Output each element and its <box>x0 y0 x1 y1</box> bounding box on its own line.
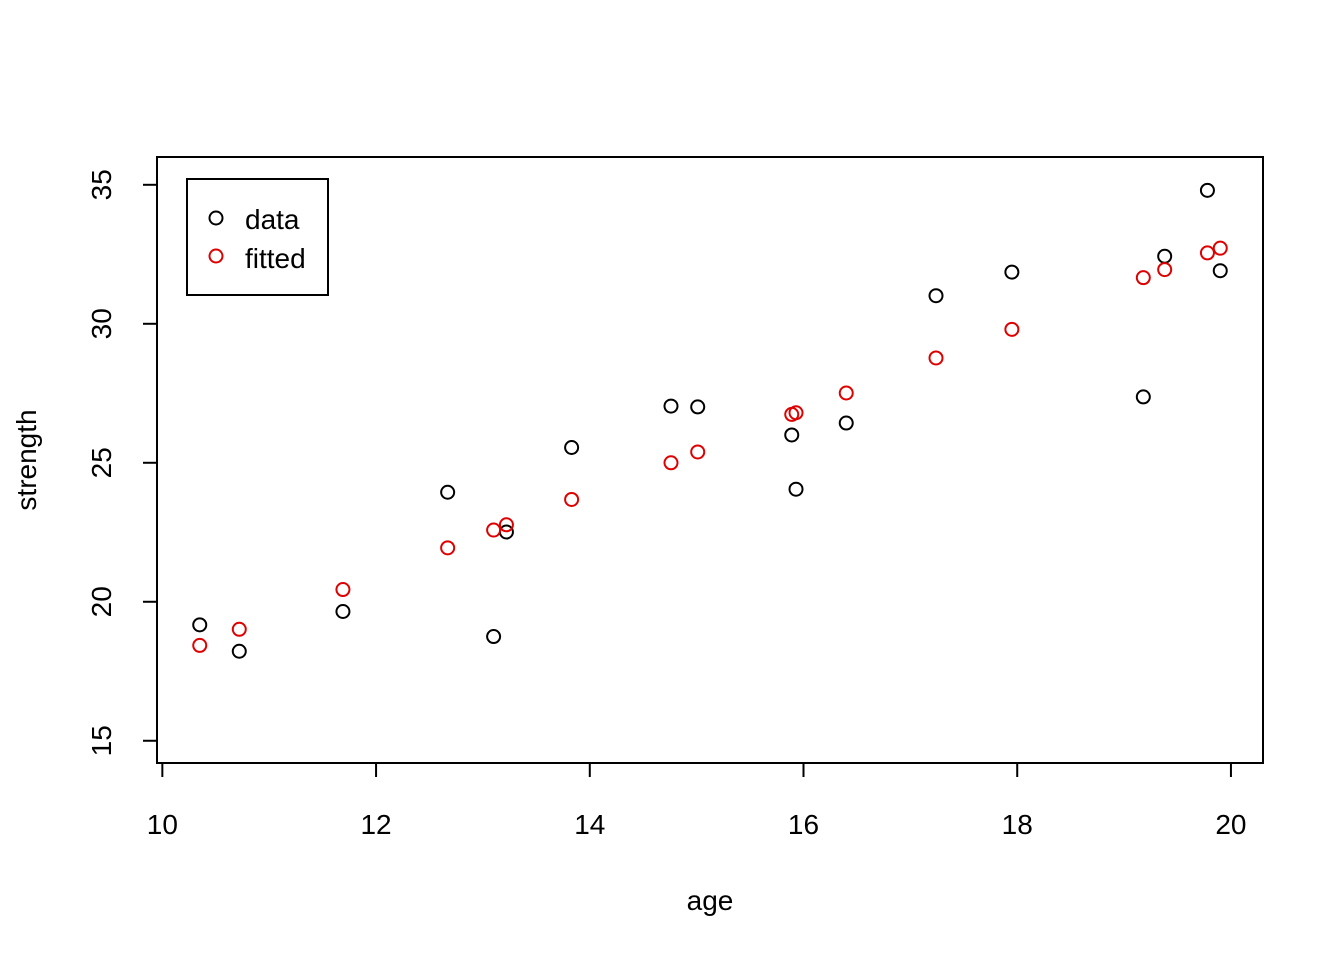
point-data <box>788 481 804 497</box>
point-fitted <box>928 350 944 366</box>
point-fitted <box>1157 262 1173 278</box>
point-data <box>1212 263 1228 279</box>
x-tick-label: 20 <box>1215 809 1246 840</box>
point-data <box>192 617 208 633</box>
point-data <box>838 415 854 431</box>
legend-marker-fitted <box>208 248 224 264</box>
x-tick-label: 18 <box>1002 809 1033 840</box>
point-data <box>440 484 456 500</box>
point-fitted <box>1135 270 1151 286</box>
point-data <box>1157 248 1173 264</box>
point-data <box>335 604 351 619</box>
point-data <box>486 629 502 645</box>
point-fitted <box>1212 240 1228 256</box>
x-tick-label: 10 <box>147 809 178 840</box>
point-fitted <box>498 517 514 533</box>
point-data <box>690 399 706 415</box>
y-tick-label: 20 <box>86 586 117 617</box>
legend-label-fitted: fitted <box>245 243 306 274</box>
legend-box <box>186 178 329 296</box>
point-data <box>663 398 679 414</box>
legend-label-data: data <box>245 204 300 235</box>
point-fitted <box>440 540 456 556</box>
x-axis: 10 12 14 16 18 20 <box>147 762 1247 840</box>
point-fitted <box>231 621 247 637</box>
point-data <box>784 427 800 443</box>
x-tick-label: 12 <box>360 809 391 840</box>
point-data <box>1135 389 1151 405</box>
point-fitted <box>192 637 208 653</box>
x-tick-label: 14 <box>574 809 605 840</box>
point-fitted <box>335 582 351 598</box>
x-tick-label: 16 <box>788 809 819 840</box>
point-fitted <box>564 491 580 507</box>
y-tick-label: 35 <box>86 169 117 200</box>
point-fitted <box>663 455 679 471</box>
point-fitted <box>838 385 854 401</box>
y-axis: 15 20 25 30 35 <box>86 169 158 756</box>
y-tick-label: 15 <box>86 725 117 756</box>
point-data <box>1199 182 1215 198</box>
point-fitted <box>788 405 804 421</box>
x-axis-title: age <box>687 885 734 916</box>
legend: data fitted <box>186 178 329 296</box>
point-data <box>231 643 247 659</box>
point-data <box>1004 264 1020 280</box>
legend-marker-data <box>208 210 224 226</box>
y-tick-label: 25 <box>86 447 117 478</box>
point-fitted <box>1199 245 1215 261</box>
data-points <box>192 182 1228 659</box>
point-data <box>928 288 944 304</box>
point-data <box>564 439 580 455</box>
point-fitted <box>486 522 502 538</box>
y-axis-title: strength <box>11 409 42 510</box>
point-fitted <box>690 444 706 460</box>
point-fitted <box>1004 321 1020 337</box>
y-tick-label: 30 <box>86 308 117 339</box>
